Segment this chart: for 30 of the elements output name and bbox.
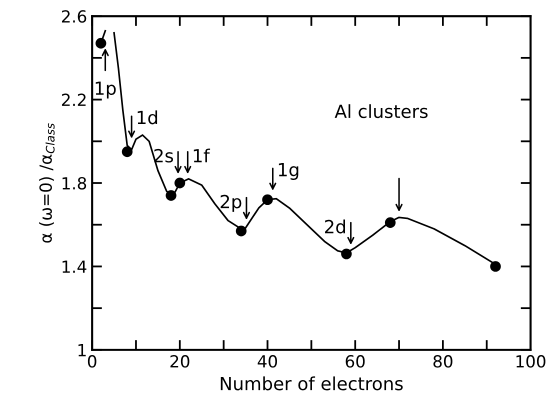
point	[384, 217, 396, 228]
x-axis-title: Number of electrons	[220, 376, 403, 390]
y-tick-label: 1.4	[62, 260, 86, 273]
x-tick-label: 60	[346, 355, 365, 368]
y-axis-title: α (ω=0) /α$_{Class}$	[39, 123, 55, 243]
annotation: 1p	[96, 82, 116, 99]
x-tick-label: 20	[170, 355, 190, 368]
annotation: 1f	[194, 148, 210, 162]
y-tick-label: 1	[78, 344, 86, 356]
annotation: 2p	[220, 194, 242, 212]
annotation: 1g	[278, 163, 298, 180]
point	[96, 38, 106, 49]
point	[262, 194, 273, 206]
x-tick-label: 100	[516, 355, 546, 368]
annotation: Al clusters	[334, 104, 428, 118]
annotation: 2d	[325, 219, 346, 234]
y-tick-label: 2.6	[62, 10, 86, 23]
x-tick-label: 40	[258, 355, 278, 368]
y-tick-label: 2.2	[62, 94, 86, 106]
annotation: 2s	[154, 148, 174, 163]
x-tick-label: 0	[88, 355, 96, 368]
point	[122, 146, 133, 158]
point	[166, 190, 176, 201]
y-tick-label: 1.8	[62, 176, 86, 190]
point	[174, 178, 186, 188]
point	[490, 261, 501, 272]
point	[341, 248, 352, 260]
x-tick-label: 80	[433, 355, 452, 368]
annotation: 1d	[138, 110, 158, 124]
point	[236, 226, 247, 236]
